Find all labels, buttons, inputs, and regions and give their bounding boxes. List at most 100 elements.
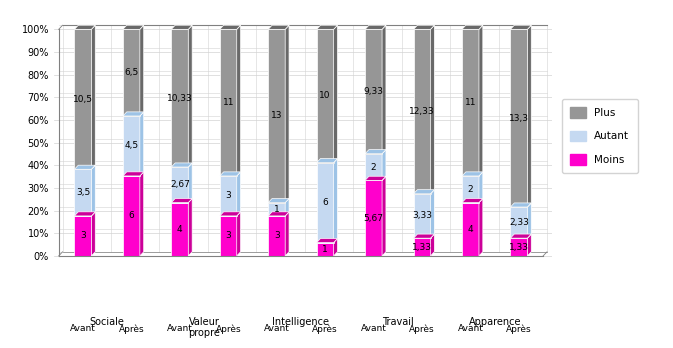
Polygon shape xyxy=(462,198,483,203)
Polygon shape xyxy=(528,25,531,207)
Text: 1: 1 xyxy=(322,245,328,254)
Text: Intelligence: Intelligence xyxy=(273,317,329,326)
Polygon shape xyxy=(237,25,241,176)
Bar xyxy=(317,29,334,163)
Polygon shape xyxy=(382,25,386,154)
Bar xyxy=(413,29,431,194)
Text: 6: 6 xyxy=(129,212,134,220)
Text: 13,3: 13,3 xyxy=(509,114,529,122)
Polygon shape xyxy=(431,234,434,256)
Polygon shape xyxy=(92,25,96,169)
Bar xyxy=(172,203,188,256)
Bar xyxy=(317,163,334,243)
Bar xyxy=(75,216,92,256)
Polygon shape xyxy=(510,25,531,29)
Text: 4: 4 xyxy=(468,225,473,234)
Bar xyxy=(123,176,140,256)
Text: 11: 11 xyxy=(465,98,476,107)
Polygon shape xyxy=(172,198,192,203)
Text: 3: 3 xyxy=(225,231,231,240)
Legend: Plus, Autant, Moins: Plus, Autant, Moins xyxy=(562,99,638,173)
Bar xyxy=(510,207,528,238)
Bar xyxy=(365,29,382,154)
Polygon shape xyxy=(462,25,483,29)
Bar xyxy=(172,167,188,203)
Polygon shape xyxy=(92,165,96,216)
Bar xyxy=(413,238,431,256)
Polygon shape xyxy=(123,25,144,29)
Polygon shape xyxy=(237,212,241,256)
Text: 2: 2 xyxy=(371,163,376,172)
Polygon shape xyxy=(365,25,386,29)
Text: 6: 6 xyxy=(322,198,328,207)
Text: 5,67: 5,67 xyxy=(363,214,384,223)
Polygon shape xyxy=(172,25,192,29)
Polygon shape xyxy=(75,212,96,216)
Polygon shape xyxy=(510,203,531,207)
Polygon shape xyxy=(382,176,386,256)
Bar xyxy=(75,169,92,216)
Polygon shape xyxy=(510,234,531,238)
Bar xyxy=(269,29,285,203)
Bar xyxy=(462,29,479,176)
Polygon shape xyxy=(413,190,434,194)
Text: 2: 2 xyxy=(468,185,473,194)
Text: 3: 3 xyxy=(225,191,231,200)
Polygon shape xyxy=(431,190,434,238)
Bar xyxy=(123,116,140,176)
Polygon shape xyxy=(220,172,241,176)
Text: 2,33: 2,33 xyxy=(509,218,529,227)
Polygon shape xyxy=(479,198,483,256)
Polygon shape xyxy=(172,163,192,167)
Text: 10,33: 10,33 xyxy=(167,94,192,103)
Text: 3,33: 3,33 xyxy=(412,212,432,221)
Text: 11: 11 xyxy=(223,98,234,107)
Text: 3: 3 xyxy=(274,231,279,240)
Polygon shape xyxy=(188,25,192,167)
Polygon shape xyxy=(317,25,337,29)
Text: Valeur
propre: Valeur propre xyxy=(188,317,220,338)
Polygon shape xyxy=(528,203,531,238)
Polygon shape xyxy=(365,176,386,180)
Polygon shape xyxy=(220,212,241,216)
Text: 1,33: 1,33 xyxy=(509,243,529,252)
Polygon shape xyxy=(334,25,337,163)
Polygon shape xyxy=(285,25,289,203)
Polygon shape xyxy=(317,159,337,163)
Text: 1: 1 xyxy=(274,205,279,214)
Polygon shape xyxy=(140,172,144,256)
Text: Apparence: Apparence xyxy=(468,317,521,326)
Bar xyxy=(123,29,140,116)
Polygon shape xyxy=(431,25,434,194)
Polygon shape xyxy=(92,212,96,256)
Text: 9,33: 9,33 xyxy=(363,87,384,96)
Polygon shape xyxy=(220,25,241,29)
Polygon shape xyxy=(479,172,483,203)
Bar xyxy=(365,154,382,180)
Bar xyxy=(317,243,334,256)
Text: 2,67: 2,67 xyxy=(170,180,190,189)
Bar xyxy=(75,29,92,169)
Text: 12,33: 12,33 xyxy=(409,107,435,116)
Text: 4: 4 xyxy=(177,225,182,234)
Text: 10,5: 10,5 xyxy=(73,95,93,104)
Polygon shape xyxy=(188,198,192,256)
Bar xyxy=(462,203,479,256)
Text: 1,33: 1,33 xyxy=(412,243,432,252)
Polygon shape xyxy=(462,172,483,176)
Bar xyxy=(365,180,382,256)
Polygon shape xyxy=(285,198,289,216)
Polygon shape xyxy=(365,150,386,154)
Text: 3,5: 3,5 xyxy=(76,188,90,197)
Bar xyxy=(510,29,528,207)
Polygon shape xyxy=(413,25,434,29)
Text: 6,5: 6,5 xyxy=(125,68,139,77)
Bar xyxy=(172,29,188,167)
Polygon shape xyxy=(237,172,241,216)
Polygon shape xyxy=(528,234,531,256)
Polygon shape xyxy=(123,172,144,176)
Polygon shape xyxy=(382,150,386,180)
Polygon shape xyxy=(479,25,483,176)
Text: Sociale: Sociale xyxy=(90,317,125,326)
Polygon shape xyxy=(123,112,144,116)
